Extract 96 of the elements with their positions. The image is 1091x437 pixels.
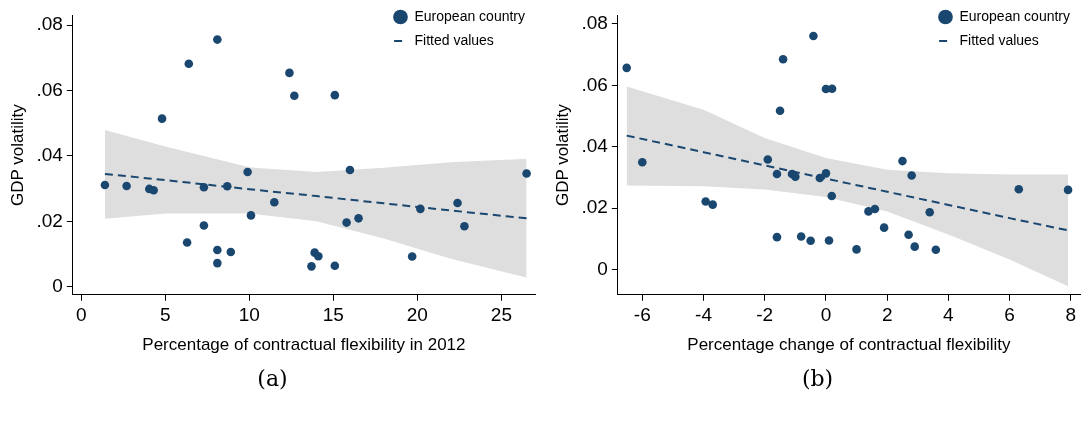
point	[772, 169, 782, 179]
point	[827, 84, 837, 93]
y-tick-label: .04	[581, 134, 609, 156]
point	[314, 251, 323, 261]
legend-label: European country	[959, 7, 1071, 24]
point	[182, 238, 192, 247]
point	[307, 262, 316, 271]
point	[1063, 185, 1073, 195]
y-tick-label: .02	[36, 209, 63, 231]
y-tick-label: .08	[581, 12, 608, 34]
point	[100, 180, 110, 190]
point	[907, 171, 916, 180]
point	[157, 114, 167, 123]
y-axis-title: GDP volatility	[7, 103, 27, 206]
legend-label: European country	[414, 7, 526, 24]
y-tick-label: .06	[581, 73, 608, 95]
point	[870, 204, 880, 214]
point	[815, 173, 825, 183]
point	[925, 208, 935, 217]
y-tick-label: .08	[36, 13, 63, 35]
y-tick-label: 0	[52, 274, 63, 296]
point	[852, 245, 861, 254]
point	[638, 158, 647, 167]
point	[184, 59, 194, 69]
x-tick-label: 15	[322, 304, 344, 326]
point	[864, 207, 873, 216]
x-tick-label: -6	[633, 304, 651, 326]
point	[222, 182, 232, 191]
point	[246, 211, 256, 220]
x-tick-label: 10	[238, 304, 260, 326]
x-tick-label: 0	[75, 304, 87, 326]
point	[827, 191, 837, 201]
point	[122, 181, 131, 191]
point	[407, 252, 417, 261]
point	[285, 68, 294, 78]
point	[821, 169, 831, 178]
point	[460, 221, 469, 231]
x-axis-title: Percentage change of contractual flexibility	[687, 335, 1011, 355]
point	[226, 247, 236, 257]
point	[701, 197, 710, 206]
point	[778, 54, 788, 64]
x-tick-label: 4	[943, 304, 955, 326]
point	[354, 214, 363, 223]
point	[796, 232, 806, 241]
point	[931, 245, 941, 255]
legend-label: Fitted values	[414, 31, 494, 48]
point	[199, 221, 209, 230]
x-tick-label: 25	[490, 304, 512, 326]
point	[290, 91, 299, 101]
point	[330, 90, 340, 100]
point	[345, 165, 355, 175]
x-tick-label: 6	[1004, 304, 1015, 326]
point	[342, 218, 351, 227]
line-series	[103, 172, 528, 220]
x-tick-label: -2	[756, 304, 774, 326]
point	[243, 167, 252, 177]
point	[772, 232, 782, 242]
legend-label: Fitted values	[959, 31, 1039, 48]
point	[149, 185, 158, 195]
point	[199, 182, 209, 192]
point	[522, 169, 531, 178]
point	[806, 236, 815, 246]
point	[270, 198, 279, 207]
point	[622, 63, 631, 73]
x-tick-label: 2	[881, 304, 893, 326]
point	[904, 230, 913, 239]
y-tick-label: .02	[581, 196, 608, 218]
line-series	[625, 134, 1070, 232]
x-tick-label: 5	[159, 304, 171, 326]
x-tick-label: -4	[695, 304, 713, 326]
point	[453, 198, 462, 208]
x-axis-title: Percentage of contractual flexibility in 2012	[142, 335, 466, 355]
point	[775, 106, 785, 116]
text: (a)	[257, 366, 288, 391]
point	[330, 261, 340, 271]
y-axis-title: GDP volatility	[552, 103, 572, 206]
text: (b)	[801, 366, 834, 391]
point	[708, 200, 717, 209]
x-tick-label: 20	[406, 304, 428, 326]
point	[791, 172, 800, 182]
point	[898, 156, 907, 166]
x-tick-label: 8	[1065, 304, 1077, 326]
point	[213, 258, 222, 268]
point	[824, 236, 834, 245]
x-tick-label: 0	[820, 304, 832, 326]
y-tick-label: 0	[597, 257, 608, 279]
point	[213, 35, 222, 44]
point	[910, 242, 920, 251]
point	[416, 204, 425, 214]
point	[809, 31, 818, 41]
point	[1014, 185, 1024, 194]
y-tick-label: .04	[36, 144, 64, 166]
point	[213, 245, 222, 255]
point	[763, 155, 773, 164]
y-tick-label: .06	[36, 78, 63, 100]
point	[879, 223, 889, 232]
